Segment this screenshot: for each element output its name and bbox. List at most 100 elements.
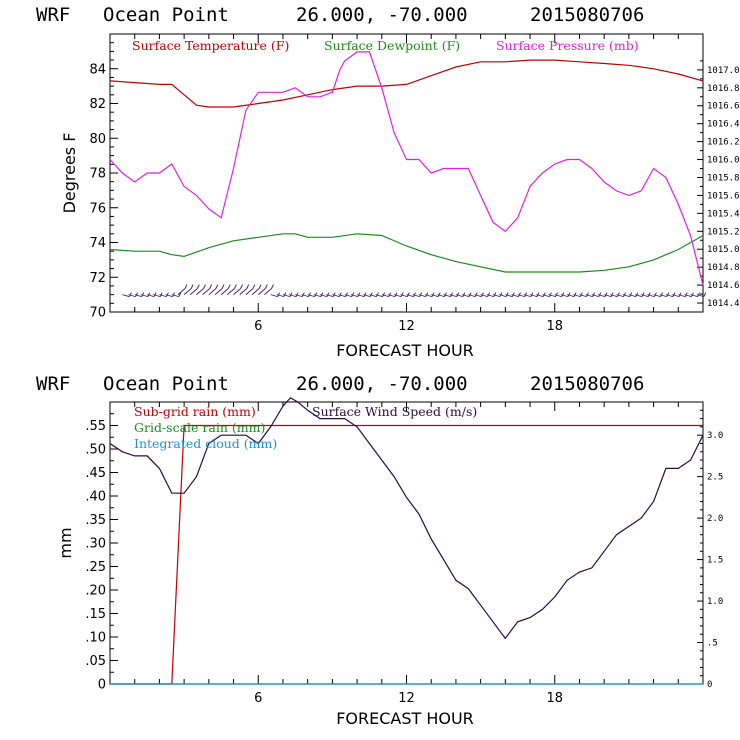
bottom-ytick-label: .30 bbox=[85, 537, 106, 552]
bottom-ytick-label: .10 bbox=[85, 631, 106, 646]
top-wind-barb-flag bbox=[678, 292, 682, 297]
top-wind-barb-flag bbox=[400, 292, 404, 297]
top-wind-barb bbox=[295, 294, 303, 298]
top-wind-barb-flag bbox=[363, 292, 367, 297]
top-wind-barb bbox=[387, 294, 396, 298]
top-wind-barb-flag bbox=[351, 292, 355, 297]
top-xlabel: FORECAST HOUR bbox=[336, 341, 474, 360]
legend-integrated-cloud: Integrated cloud (mm) bbox=[134, 436, 277, 451]
top-wind-barb bbox=[634, 294, 643, 298]
top-y2tick-label: 1017.0 bbox=[707, 66, 740, 76]
top-wind-barb bbox=[282, 294, 291, 298]
bottom-y2tick-label: 1.0 bbox=[707, 597, 723, 607]
top-wind-barb-flag bbox=[295, 292, 299, 297]
bottom-ylabel: mm bbox=[56, 527, 75, 558]
top-wind-barb bbox=[276, 294, 284, 298]
top-wind-barb-flag bbox=[141, 292, 145, 297]
top-xtick-label: 18 bbox=[546, 319, 563, 334]
top-wind-barb bbox=[338, 294, 346, 298]
top-y2tick-label: 1015.8 bbox=[707, 173, 740, 183]
top-y2tick-label: 1016.2 bbox=[707, 138, 740, 148]
bottom-y2tick-label: 1.5 bbox=[707, 556, 723, 566]
top-y2tick-label: 1015.2 bbox=[707, 227, 740, 237]
top-wind-barb bbox=[665, 294, 674, 298]
top-wind-barb-flag bbox=[376, 292, 379, 297]
top-wind-barb-flag bbox=[666, 292, 670, 297]
top-wind-barb bbox=[171, 294, 179, 298]
top-wind-barb-flag bbox=[450, 292, 453, 297]
top-wind-barb bbox=[480, 294, 488, 298]
bottom-ytick-label: .50 bbox=[85, 443, 106, 458]
top-wind-barb-flag bbox=[616, 292, 620, 297]
top-wind-barb bbox=[177, 288, 186, 295]
top-wind-barb bbox=[474, 294, 482, 298]
top-wind-barb bbox=[573, 294, 581, 298]
top-wind-barb bbox=[350, 294, 359, 298]
top-wind-barb bbox=[400, 294, 408, 298]
bottom-series-surface-wind-speed-m-s bbox=[109, 397, 704, 640]
top-wind-barb bbox=[610, 294, 618, 298]
top-wind-barb-flag bbox=[437, 292, 441, 297]
top-ytick-label: 82 bbox=[89, 97, 106, 112]
top-wind-barb bbox=[183, 288, 192, 295]
top-wind-barb-flag bbox=[252, 284, 256, 289]
top-y2tick-label: 1014.6 bbox=[707, 281, 740, 291]
top-wind-barb bbox=[468, 294, 476, 298]
top-wind-barb-flag bbox=[468, 292, 472, 297]
top-wind-barb-flag bbox=[524, 292, 528, 297]
top-wind-barb bbox=[443, 294, 451, 298]
top-wind-barb-flag bbox=[314, 292, 318, 297]
bottom-ytick-label: .40 bbox=[85, 490, 106, 505]
bottom-ytick-label: .55 bbox=[85, 419, 106, 434]
top-wind-barb bbox=[671, 294, 680, 298]
top-wind-barb bbox=[128, 294, 136, 298]
top-wind-barb bbox=[159, 294, 167, 298]
top-wind-barb-flag bbox=[493, 292, 497, 297]
top-ytick-label: 72 bbox=[89, 271, 106, 286]
top-frame bbox=[109, 33, 704, 313]
top-wind-barb bbox=[455, 294, 464, 298]
top-wind-barb-flag bbox=[227, 284, 231, 289]
top-wind-barb bbox=[424, 294, 433, 298]
top-ytick-label: 80 bbox=[89, 132, 106, 147]
top-wind-barb-flag bbox=[277, 292, 281, 297]
top-wind-barb bbox=[418, 294, 426, 298]
top-wind-barb-flag bbox=[499, 292, 503, 297]
bottom-ytick-label: .05 bbox=[85, 654, 106, 669]
top-wind-barb-flag bbox=[647, 292, 651, 297]
legend-surface-dewpoint: Surface Dewpoint (F) bbox=[324, 38, 460, 53]
top-ytick-label: 70 bbox=[89, 306, 106, 321]
top-wind-barb-flag bbox=[462, 292, 466, 297]
top-wind-barb-flag bbox=[431, 292, 435, 297]
bottom-xtick-label: 18 bbox=[546, 691, 563, 706]
top-wind-barb-flag bbox=[301, 292, 305, 297]
top-chart: 6 12 18 70 72 74 76 78 80 82 84 1014.4 1014.6 1014.8 1… bbox=[89, 33, 740, 334]
top-wind-barb bbox=[233, 288, 241, 295]
top-wind-barb bbox=[616, 294, 624, 298]
top-wind-barb bbox=[431, 294, 439, 298]
top-wind-barb-flag bbox=[345, 292, 348, 297]
top-wind-barb bbox=[554, 294, 562, 298]
bottom-y2tick-label: .5 bbox=[707, 639, 718, 649]
top-wind-barb-flag bbox=[209, 284, 213, 289]
bottom-chart: 6 12 18.55.50.45.40.35.30.25.20.15.10.0503… bbox=[85, 397, 723, 706]
top-wind-barb bbox=[678, 294, 686, 298]
top-wind-barb bbox=[604, 294, 612, 298]
top-wind-barb-flag bbox=[147, 292, 151, 297]
top-title-coords: 26.000, -70.000 bbox=[296, 4, 468, 26]
top-wind-barb bbox=[307, 294, 315, 298]
top-wind-barb-flag bbox=[246, 284, 250, 289]
bottom-series-sub-grid-rain-mm bbox=[110, 424, 703, 685]
top-y2tick-label: 1016.4 bbox=[707, 120, 740, 130]
bottom-title: WRF Ocean Point 26.000, -70.000 20150807… bbox=[36, 373, 644, 395]
top-wind-barb-flag bbox=[548, 292, 552, 297]
top-wind-barb-flag bbox=[592, 292, 596, 297]
top-wind-barb-flag bbox=[635, 292, 639, 297]
top-wind-barb-flag bbox=[684, 292, 688, 297]
top-wind-barb-flag bbox=[153, 292, 157, 297]
top-ytick-label: 78 bbox=[89, 167, 106, 182]
top-wind-barb bbox=[412, 294, 420, 298]
bottom-ytick-label: .15 bbox=[85, 607, 106, 622]
top-wind-barb bbox=[146, 294, 155, 298]
top-wind-barb bbox=[499, 294, 507, 298]
